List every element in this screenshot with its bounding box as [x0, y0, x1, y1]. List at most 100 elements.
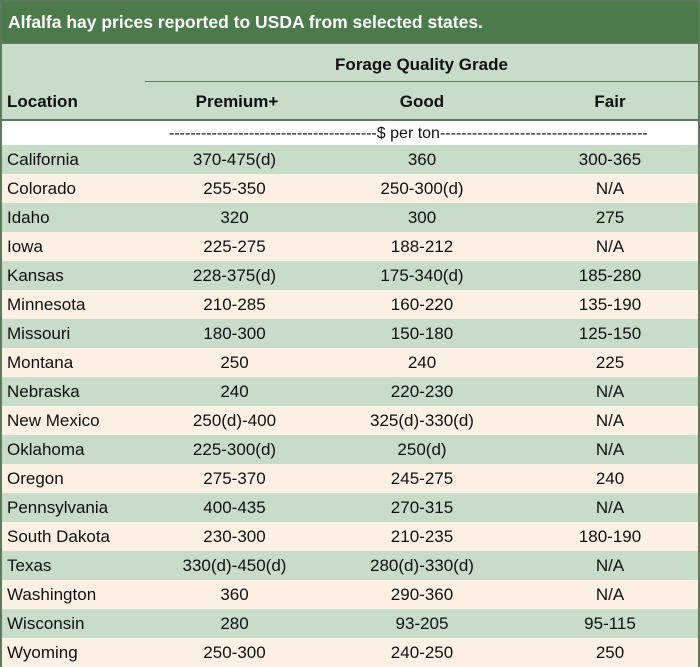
table-row: Kansas 228-375(d) 175-340(d) 185-280: [2, 261, 698, 290]
table-row: Wyoming 250-300 240-250 250: [2, 638, 698, 667]
fair-cell: 300-365: [578, 150, 642, 169]
location-cell: Kansas: [7, 266, 64, 285]
location-cell: Iowa: [7, 237, 43, 256]
units-row: ---------------------------------------$…: [2, 119, 698, 145]
fair-cell: N/A: [595, 382, 625, 401]
table-body: California 370-475(d) 360 300-365 Colorado 25…: [2, 145, 698, 667]
good-cell: 245-275: [390, 469, 454, 488]
good-cell: 93-205: [395, 614, 449, 633]
fair-cell: N/A: [595, 556, 625, 575]
good-cell: 240: [407, 353, 437, 372]
location-cell: Colorado: [7, 179, 76, 198]
fair-cell: 125-150: [578, 324, 642, 343]
premium-cell: 230-300: [203, 527, 266, 546]
fair-cell: 185-280: [578, 266, 642, 285]
location-cell: California: [7, 150, 79, 169]
good-cell: 220-230: [390, 382, 454, 401]
column-header-premium: Premium+: [195, 92, 279, 111]
premium-cell: 250: [220, 353, 249, 372]
good-cell: 240-250: [390, 643, 454, 662]
good-cell: 250-300(d): [380, 179, 464, 198]
table-row: Iowa 225-275 188-212 N/A: [2, 232, 698, 261]
fair-cell: N/A: [595, 179, 625, 198]
location-cell: New Mexico: [7, 411, 100, 430]
premium-cell: 400-435: [203, 498, 266, 517]
column-header-location: Location: [7, 92, 78, 111]
location-cell: Minnesota: [7, 295, 86, 314]
good-cell: 290-360: [390, 585, 454, 604]
good-cell: 360: [407, 150, 437, 169]
table-row: Colorado 255-350 250-300(d) N/A: [2, 174, 698, 203]
table-row: Montana 250 240 225: [2, 348, 698, 377]
premium-cell: 370-475(d): [192, 150, 277, 169]
good-cell: 188-212: [390, 237, 454, 256]
table-row: Nebraska 240 220-230 N/A: [2, 377, 698, 406]
fair-cell: 240: [595, 469, 625, 488]
fair-cell: 95-115: [584, 614, 636, 633]
premium-cell: 180-300: [203, 324, 266, 343]
table-row: Oregon 275-370 245-275 240: [2, 464, 698, 493]
good-cell: 150-180: [390, 324, 454, 343]
location-cell: Oklahoma: [7, 440, 85, 459]
group-header-rule: [145, 81, 698, 82]
location-cell: Pennsylvania: [7, 498, 109, 517]
table-header: Forage Quality Grade Location Premium+ G…: [2, 42, 698, 119]
premium-cell: 210-285: [203, 295, 266, 314]
location-cell: Idaho: [7, 208, 50, 227]
table-row: Minnesota 210-285 160-220 135-190: [2, 290, 698, 319]
good-cell: 210-235: [390, 527, 454, 546]
table-row: Oklahoma 225-300(d) 250(d) N/A: [2, 435, 698, 464]
column-header-good: Good: [399, 92, 445, 111]
fair-cell: N/A: [595, 585, 625, 604]
fair-cell: N/A: [595, 440, 625, 459]
table-row: California 370-475(d) 360 300-365: [2, 145, 698, 174]
premium-cell: 250(d)-400: [192, 411, 277, 430]
table-row: New Mexico 250(d)-400 325(d)-330(d) N/A: [2, 406, 698, 435]
location-cell: Oregon: [7, 469, 64, 488]
premium-cell: 240: [220, 382, 249, 401]
good-cell: 270-315: [390, 498, 454, 517]
location-cell: Texas: [7, 556, 52, 575]
premium-cell: 360: [220, 585, 249, 604]
location-cell: South Dakota: [7, 527, 111, 546]
premium-cell: 330(d)-450(d): [182, 556, 287, 575]
table-title: Alfalfa hay prices reported to USDA from…: [2, 2, 698, 42]
fair-cell: N/A: [595, 237, 625, 256]
fair-cell: 225: [595, 353, 625, 372]
premium-cell: 250-300: [203, 643, 266, 662]
table-row: Texas 330(d)-450(d) 280(d)-330(d) N/A: [2, 551, 698, 580]
location-cell: Wyoming: [7, 643, 78, 662]
table-row: Washington 360 290-360 N/A: [2, 580, 698, 609]
good-cell: 300: [407, 208, 437, 227]
premium-cell: 225-300(d): [192, 440, 277, 459]
fair-cell: 135-190: [578, 295, 642, 314]
location-cell: Wisconsin: [7, 614, 85, 633]
good-cell: 250(d): [397, 440, 447, 459]
premium-cell: 280: [220, 614, 249, 633]
premium-cell: 320: [220, 208, 249, 227]
premium-cell: 225-275: [203, 237, 266, 256]
table-row: Wisconsin 280 93-205 95-115: [2, 609, 698, 638]
location-cell: Washington: [7, 585, 97, 604]
table-row: Idaho 320 300 275: [2, 203, 698, 232]
column-header-fair: Fair: [594, 92, 626, 111]
location-cell: Montana: [7, 353, 74, 372]
location-cell: Nebraska: [7, 382, 80, 401]
good-cell: 160-220: [390, 295, 454, 314]
good-cell: 325(d)-330(d): [370, 411, 474, 430]
fair-cell: N/A: [595, 498, 625, 517]
fair-cell: 180-190: [578, 527, 642, 546]
good-cell: 280(d)-330(d): [370, 556, 474, 575]
fair-cell: N/A: [595, 411, 625, 430]
location-cell: Missouri: [7, 324, 71, 343]
table-row: South Dakota 230-300 210-235 180-190: [2, 522, 698, 551]
table-row: Missouri 180-300 150-180 125-150: [2, 319, 698, 348]
good-cell: 175-340(d): [380, 266, 464, 285]
premium-cell: 275-370: [203, 469, 266, 488]
premium-cell: 228-375(d): [192, 266, 277, 285]
table-row: Pennsylvania 400-435 270-315 N/A: [2, 493, 698, 522]
fair-cell: 250: [595, 643, 625, 662]
fair-cell: 275: [595, 208, 625, 227]
group-header: Forage Quality Grade: [335, 55, 508, 74]
